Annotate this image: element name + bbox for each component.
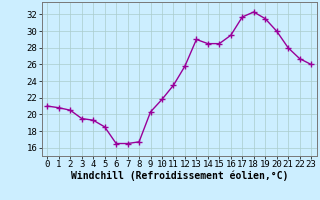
X-axis label: Windchill (Refroidissement éolien,°C): Windchill (Refroidissement éolien,°C) xyxy=(70,171,288,181)
